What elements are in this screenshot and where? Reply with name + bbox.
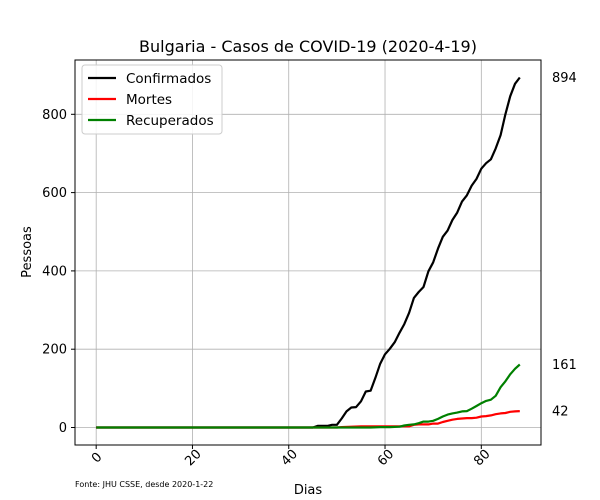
x-axis-ticks: 0 20 40 60 80 [89, 445, 494, 469]
legend-label-confirmados: Confirmados [126, 71, 211, 87]
x-axis-label: Dias [294, 483, 323, 498]
x-tick-label: 20 [182, 447, 204, 469]
legend-box [81, 64, 223, 135]
source-note: Fonte: JHU CSSE, desde 2020-1-22 [75, 480, 213, 489]
x-tick-label: 80 [471, 447, 493, 469]
y-tick-label: 600 [42, 186, 67, 201]
legend-label-mortes: Mortes [126, 92, 172, 108]
plot-frame [74, 59, 542, 446]
chart-title: Bulgaria - Casos de COVID-19 (2020-4-19) [139, 37, 477, 56]
end-labels: 894 42 161 [552, 71, 577, 420]
y-tick-label: 0 [59, 421, 67, 436]
legend-label-recuperados: Recuperados [126, 113, 214, 129]
series-lines [96, 76, 521, 429]
x-tick-label: 0 [89, 450, 105, 466]
y-axis-ticks: 0 200 400 600 800 [42, 108, 75, 436]
y-tick-label: 200 [42, 343, 67, 358]
x-tick-label: 60 [375, 447, 397, 469]
y-tick-label: 400 [42, 264, 67, 279]
series-line-recuperados [96, 363, 521, 429]
y-tick-label: 800 [42, 108, 67, 123]
series-line-confirmados [96, 76, 521, 429]
y-axis-label: Pessoas [20, 226, 35, 278]
x-tick-label: 40 [279, 447, 301, 469]
end-label-mortes: 42 [552, 405, 569, 420]
legend: Confirmados Mortes Recuperados [81, 64, 223, 135]
end-label-recuperados: 161 [552, 358, 577, 373]
end-label-confirmados: 894 [552, 71, 577, 86]
